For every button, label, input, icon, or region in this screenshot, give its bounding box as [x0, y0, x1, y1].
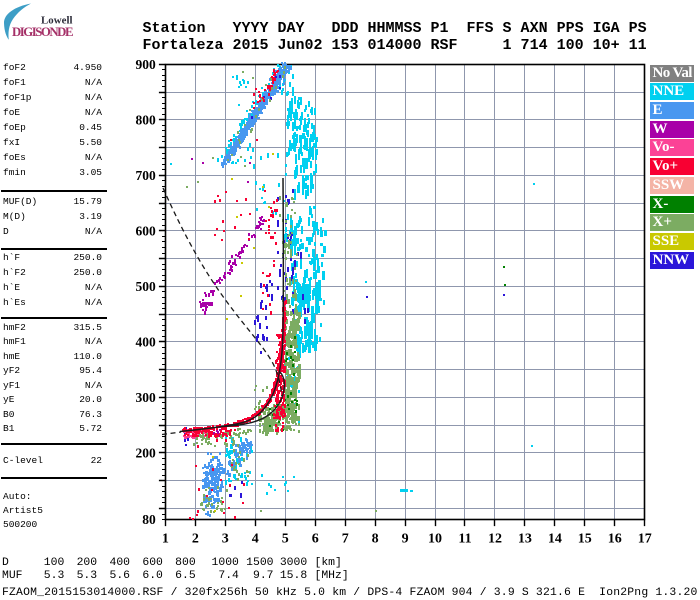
svg-text:8: 8 [372, 532, 379, 547]
svg-text:7: 7 [342, 532, 349, 547]
svg-text:9: 9 [402, 532, 409, 547]
svg-text:13: 13 [518, 532, 532, 547]
svg-text:14: 14 [548, 532, 562, 547]
svg-text:3: 3 [222, 532, 229, 547]
svg-text:300: 300 [136, 390, 157, 405]
svg-text:4: 4 [252, 532, 259, 547]
svg-text:17: 17 [638, 532, 652, 547]
svg-text:80: 80 [142, 512, 156, 527]
svg-text:700: 700 [136, 168, 157, 183]
svg-text:12: 12 [488, 532, 502, 547]
svg-text:10: 10 [428, 532, 442, 547]
svg-text:500: 500 [136, 279, 157, 294]
svg-text:15: 15 [578, 532, 592, 547]
svg-text:Lowell: Lowell [41, 15, 73, 27]
svg-text:600: 600 [136, 223, 157, 238]
svg-text:400: 400 [136, 335, 157, 350]
svg-text:2: 2 [192, 532, 199, 547]
svg-text:800: 800 [136, 112, 157, 127]
svg-text:16: 16 [608, 532, 622, 547]
svg-text:1: 1 [162, 532, 169, 547]
svg-text:DIGISONDE: DIGISONDE [12, 25, 74, 39]
svg-text:900: 900 [136, 57, 157, 72]
svg-text:5: 5 [282, 532, 289, 547]
svg-text:200: 200 [136, 446, 157, 461]
svg-text:11: 11 [458, 532, 471, 547]
svg-text:6: 6 [312, 532, 319, 547]
